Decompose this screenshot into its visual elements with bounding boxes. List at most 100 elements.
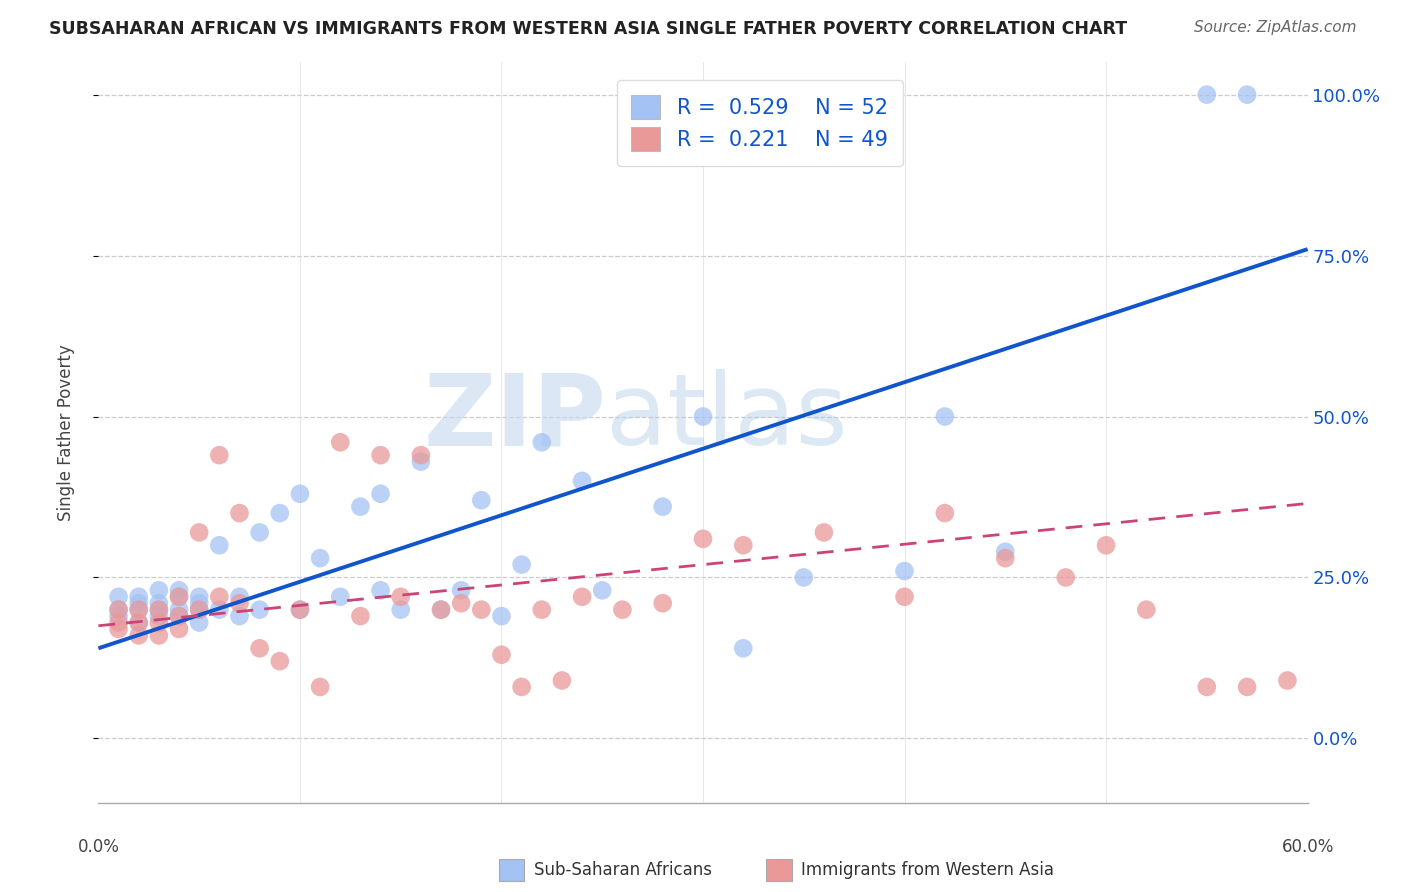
Point — [249, 641, 271, 656]
Point — [288, 602, 311, 616]
Point — [107, 602, 129, 616]
Point — [167, 590, 190, 604]
Point — [188, 590, 211, 604]
Point — [430, 602, 453, 616]
Y-axis label: Single Father Poverty: Single Father Poverty — [56, 344, 75, 521]
Point — [208, 448, 231, 462]
Point — [128, 602, 150, 616]
Point — [994, 545, 1017, 559]
Point — [148, 602, 170, 616]
Point — [470, 493, 492, 508]
Point — [934, 409, 956, 424]
Text: SUBSAHARAN AFRICAN VS IMMIGRANTS FROM WESTERN ASIA SINGLE FATHER POVERTY CORRELA: SUBSAHARAN AFRICAN VS IMMIGRANTS FROM WE… — [49, 20, 1128, 37]
Point — [430, 602, 453, 616]
Point — [188, 602, 211, 616]
Point — [148, 609, 170, 624]
Point — [510, 558, 533, 572]
Point — [167, 602, 190, 616]
Point — [148, 602, 170, 616]
Point — [893, 590, 915, 604]
Text: ZIP: ZIP — [423, 369, 606, 467]
Point — [329, 435, 352, 450]
Point — [107, 622, 129, 636]
Point — [309, 680, 332, 694]
Point — [288, 487, 311, 501]
Point — [450, 583, 472, 598]
Point — [409, 454, 432, 468]
Point — [148, 628, 170, 642]
Point — [370, 583, 392, 598]
Point — [349, 609, 371, 624]
Text: 0.0%: 0.0% — [77, 838, 120, 856]
Point — [208, 590, 231, 604]
Point — [228, 596, 250, 610]
Point — [208, 602, 231, 616]
Point — [167, 609, 190, 624]
Point — [107, 609, 129, 624]
Point — [107, 602, 129, 616]
Point — [188, 596, 211, 610]
Point — [148, 596, 170, 610]
Legend: R =  0.529    N = 52, R =  0.221    N = 49: R = 0.529 N = 52, R = 0.221 N = 49 — [617, 80, 903, 166]
Point — [551, 673, 574, 688]
Point — [167, 590, 190, 604]
Point — [269, 654, 291, 668]
Point — [389, 602, 412, 616]
Point — [1236, 87, 1258, 102]
Point — [1095, 538, 1118, 552]
Point — [470, 602, 492, 616]
Point — [389, 590, 412, 604]
Point — [571, 590, 593, 604]
Point — [249, 602, 271, 616]
Text: Source: ZipAtlas.com: Source: ZipAtlas.com — [1194, 20, 1357, 35]
Point — [692, 532, 714, 546]
Point — [651, 500, 673, 514]
Point — [148, 583, 170, 598]
Point — [612, 602, 634, 616]
Point — [128, 615, 150, 630]
Point — [530, 602, 553, 616]
Point — [491, 648, 513, 662]
Point — [329, 590, 352, 604]
Point — [1277, 673, 1299, 688]
Point — [167, 583, 190, 598]
Point — [510, 680, 533, 694]
Point — [128, 596, 150, 610]
Point — [188, 525, 211, 540]
Point — [128, 602, 150, 616]
Point — [188, 615, 211, 630]
Point — [1135, 602, 1157, 616]
Point — [733, 641, 755, 656]
Point — [450, 596, 472, 610]
Point — [491, 609, 513, 624]
Point — [309, 551, 332, 566]
Point — [793, 570, 815, 584]
Point — [228, 590, 250, 604]
Point — [733, 538, 755, 552]
Point — [591, 583, 613, 598]
Point — [228, 609, 250, 624]
Text: atlas: atlas — [606, 369, 848, 467]
Point — [370, 448, 392, 462]
Point — [107, 615, 129, 630]
Point — [813, 525, 835, 540]
Point — [1195, 87, 1218, 102]
Point — [994, 551, 1017, 566]
Point — [288, 602, 311, 616]
Point — [269, 506, 291, 520]
Point — [228, 506, 250, 520]
Point — [1054, 570, 1077, 584]
Point — [409, 448, 432, 462]
Point — [128, 628, 150, 642]
Point — [167, 622, 190, 636]
Point — [349, 500, 371, 514]
Point — [530, 435, 553, 450]
Point — [128, 590, 150, 604]
Text: Immigrants from Western Asia: Immigrants from Western Asia — [801, 861, 1054, 879]
Point — [107, 590, 129, 604]
Text: Sub-Saharan Africans: Sub-Saharan Africans — [534, 861, 713, 879]
Point — [128, 615, 150, 630]
Point — [651, 596, 673, 610]
Point — [249, 525, 271, 540]
Point — [1195, 680, 1218, 694]
